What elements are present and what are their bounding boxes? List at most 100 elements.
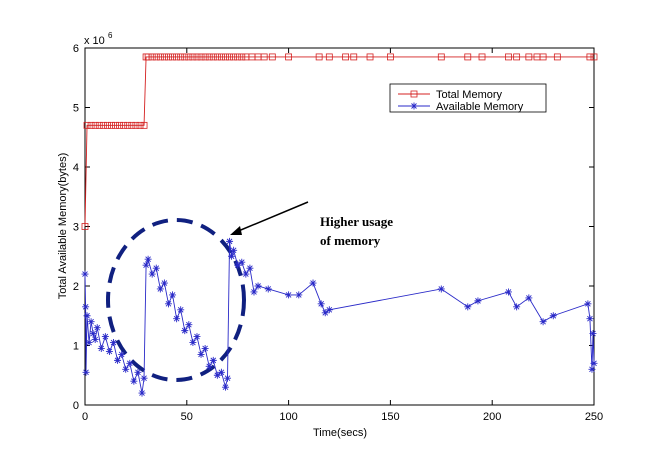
y-axis-label: Total Available Memory(bytes) xyxy=(57,153,69,300)
data-point xyxy=(152,264,160,272)
data-point xyxy=(185,53,193,61)
data-point xyxy=(160,279,168,287)
data-point xyxy=(134,368,142,376)
data-point xyxy=(193,333,201,341)
data-point xyxy=(238,258,246,266)
data-point xyxy=(110,339,118,347)
y-tick-label: 4 xyxy=(73,162,79,174)
data-point xyxy=(228,252,236,260)
data-point xyxy=(325,306,333,314)
data-point xyxy=(386,53,394,61)
data-point xyxy=(246,264,254,272)
data-point xyxy=(201,344,209,352)
data-point xyxy=(309,279,317,287)
data-point xyxy=(464,53,472,61)
data-point xyxy=(342,53,350,61)
data-point xyxy=(213,53,221,61)
data-point xyxy=(114,356,122,364)
data-point xyxy=(97,344,105,352)
data-point xyxy=(285,291,293,299)
y-tick-label: 2 xyxy=(73,281,79,293)
data-point xyxy=(82,303,90,311)
data-point xyxy=(169,53,176,61)
data-point xyxy=(177,53,185,61)
data-point xyxy=(217,368,225,376)
legend-label: Total Memory xyxy=(436,89,503,101)
y-tick-label: 6 xyxy=(73,43,79,55)
x-tick-label: 150 xyxy=(381,411,399,423)
x-tick-label: 50 xyxy=(181,411,193,423)
data-point xyxy=(165,53,172,61)
data-point xyxy=(201,53,209,61)
data-point xyxy=(325,53,333,61)
data-point xyxy=(205,362,213,370)
data-point xyxy=(108,121,115,129)
y-tick-label: 1 xyxy=(73,341,79,353)
data-point xyxy=(156,53,164,61)
data-point xyxy=(89,330,97,338)
data-point xyxy=(132,121,140,129)
data-point xyxy=(539,53,547,61)
data-point xyxy=(525,294,533,302)
data-point xyxy=(116,121,124,129)
y-multiplier: x 10 xyxy=(84,35,105,47)
data-point xyxy=(539,318,547,326)
data-point xyxy=(140,374,148,382)
data-point xyxy=(590,53,598,61)
data-point xyxy=(103,121,111,129)
data-point xyxy=(91,121,99,129)
data-point xyxy=(118,350,126,358)
data-point xyxy=(478,53,486,61)
data-point xyxy=(250,288,258,296)
data-point xyxy=(136,121,144,129)
data-point xyxy=(126,359,134,367)
annotation-arrow xyxy=(235,201,309,233)
data-point xyxy=(588,365,596,373)
data-point xyxy=(315,53,323,61)
data-point xyxy=(209,356,217,364)
data-point xyxy=(152,53,160,61)
data-point xyxy=(254,282,262,290)
data-point xyxy=(144,255,152,263)
data-point xyxy=(197,350,205,358)
data-point xyxy=(234,53,242,61)
data-point xyxy=(437,53,445,61)
legend-marker xyxy=(410,102,418,110)
arrow-head xyxy=(230,226,242,235)
data-point xyxy=(350,53,358,61)
data-point xyxy=(213,371,221,379)
data-point xyxy=(142,261,150,269)
data-point xyxy=(128,121,136,129)
data-point xyxy=(156,285,164,293)
data-point xyxy=(260,53,268,61)
data-point xyxy=(112,121,119,129)
data-point xyxy=(222,53,229,61)
data-point xyxy=(242,270,250,278)
y-multiplier-exponent: 6 xyxy=(108,31,113,40)
y-tick-label: 5 xyxy=(73,103,79,115)
data-point xyxy=(226,237,234,245)
data-point xyxy=(238,53,246,61)
data-point xyxy=(99,121,107,129)
data-point xyxy=(164,300,172,308)
data-point xyxy=(189,339,197,347)
data-point xyxy=(197,53,205,61)
legend-box xyxy=(389,83,547,113)
x-tick-label: 0 xyxy=(82,411,88,423)
data-point xyxy=(474,297,482,305)
data-point xyxy=(590,359,598,367)
data-point xyxy=(226,53,233,61)
data-point xyxy=(177,306,185,314)
data-point xyxy=(513,303,521,311)
annotation-line: of memory xyxy=(320,233,381,248)
legend-label: Available Memory xyxy=(436,101,524,113)
data-point xyxy=(224,374,232,382)
data-point xyxy=(230,53,238,61)
data-point xyxy=(205,53,213,61)
data-point xyxy=(85,339,93,347)
data-point xyxy=(161,53,168,61)
data-point xyxy=(87,121,95,129)
data-point xyxy=(464,303,472,311)
x-tick-label: 200 xyxy=(483,411,501,423)
